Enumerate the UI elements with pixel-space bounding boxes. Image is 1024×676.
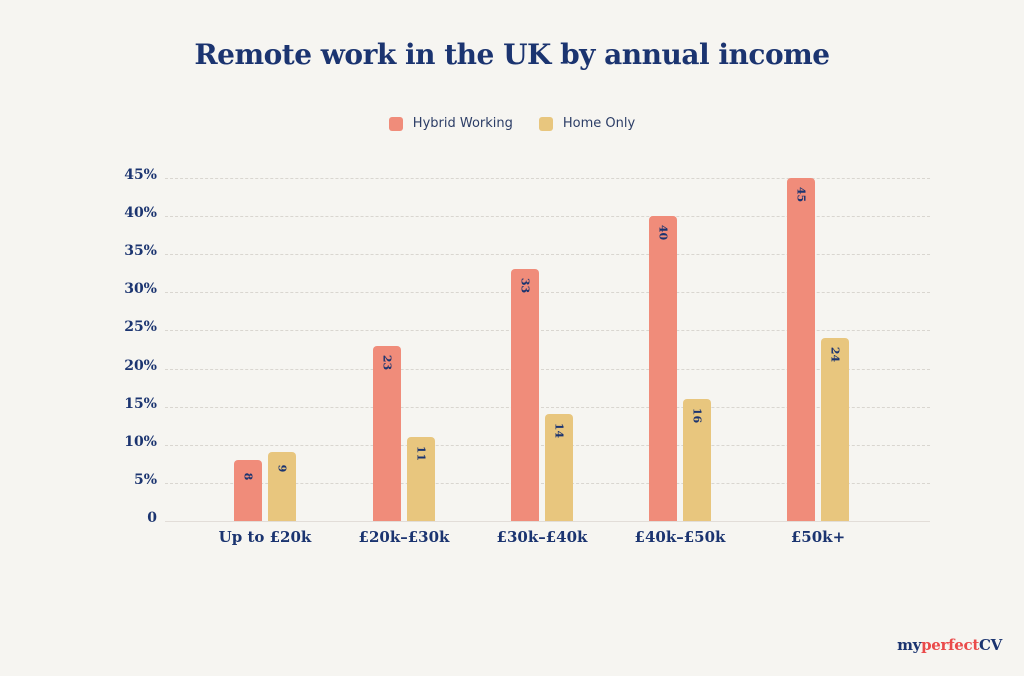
y-tick-label: 45%	[124, 167, 157, 183]
bar-home: 24	[821, 338, 849, 521]
bar-hybrid: 8	[234, 460, 262, 521]
chart-title: Remote work in the UK by annual income	[194, 38, 830, 71]
y-tick-label: 35%	[124, 243, 157, 260]
legend-label-hybrid: Hybrid Working	[412, 116, 513, 131]
y-tick-label: 25%	[124, 319, 157, 336]
logo-perfect: perfect	[921, 636, 980, 654]
x-tick-label: £20k–£30k	[358, 528, 450, 546]
y-tick-label: 10%	[124, 433, 157, 450]
x-axis-baseline	[165, 521, 930, 522]
legend: Hybrid Working Home Only	[0, 116, 1024, 131]
bar-hybrid: 33	[511, 269, 539, 521]
gridline	[165, 216, 930, 218]
x-tick-label: £40k–£50k	[634, 528, 726, 546]
bar-value-label: 14	[552, 423, 566, 439]
legend-item-home: Home Only	[538, 116, 636, 131]
y-tick-label: 0	[147, 510, 157, 526]
bar-home: 16	[683, 399, 711, 521]
bar-value-label: 24	[828, 346, 842, 363]
legend-label-home: Home Only	[562, 116, 636, 131]
logo-cv: CV	[979, 636, 1002, 654]
gridline	[165, 330, 930, 332]
bar-hybrid: 40	[649, 216, 677, 521]
y-tick-label: 5%	[133, 471, 157, 488]
x-tick-label: £50k+	[790, 528, 846, 546]
bar-home: 14	[545, 414, 573, 521]
legend-item-hybrid: Hybrid Working	[388, 116, 513, 131]
gridline	[165, 406, 930, 408]
y-tick-label: 20%	[124, 357, 157, 374]
y-tick-label: 15%	[124, 395, 157, 412]
bar-hybrid: 45	[787, 178, 815, 521]
y-tick-label: 40%	[124, 205, 157, 222]
bar-value-label: 16	[690, 407, 704, 424]
bar-value-label: 8	[241, 472, 255, 481]
bar-value-label: 33	[518, 278, 532, 294]
x-tick-label: Up to £20k	[218, 528, 312, 546]
gridline	[165, 178, 930, 179]
legend-swatch-home	[538, 116, 553, 131]
bar-value-label: 9	[275, 465, 289, 473]
x-tick-label: £30k–£40k	[496, 528, 588, 546]
bar-hybrid: 23	[373, 345, 401, 521]
gridline	[165, 254, 930, 256]
brand-logo: myperfectCV	[897, 636, 1002, 654]
bar-home: 11	[407, 437, 435, 521]
bar-value-label: 23	[380, 354, 394, 370]
y-tick-label: 30%	[124, 281, 157, 298]
bar-value-label: 40	[656, 224, 670, 241]
logo-my: my	[897, 636, 922, 654]
bar-value-label: 45	[794, 186, 808, 203]
bar-home: 9	[268, 452, 296, 521]
bar-value-label: 11	[414, 445, 428, 462]
gridline	[165, 292, 930, 294]
legend-swatch-hybrid	[388, 116, 403, 131]
gridline	[165, 368, 930, 370]
